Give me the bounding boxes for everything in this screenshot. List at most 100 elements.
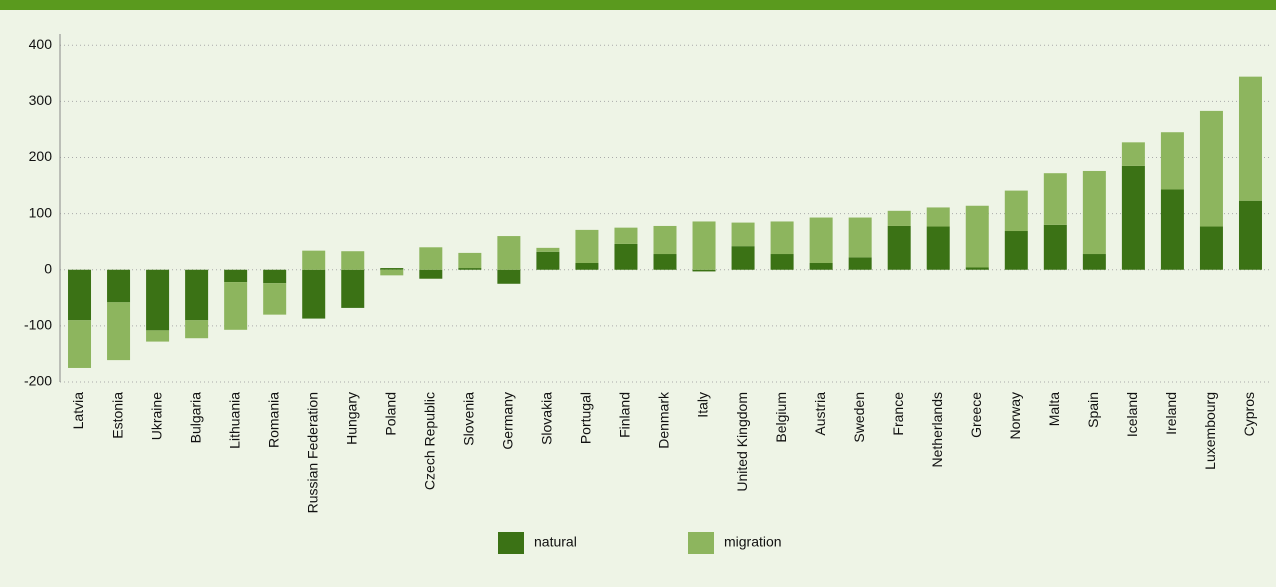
bar-segment (965, 267, 989, 270)
x-tick-label: France (890, 392, 906, 436)
bar-segment (653, 254, 677, 270)
y-tick-label: -200 (24, 373, 52, 389)
bar-segment (1121, 165, 1145, 270)
x-tick-label: Sweden (851, 392, 867, 443)
bar-segment (731, 222, 755, 247)
x-tick-label: Slovenia (461, 392, 477, 446)
x-tick-label: Latvia (70, 392, 86, 430)
bar-segment (536, 247, 560, 252)
bar-segment (1199, 226, 1223, 270)
bar-segment (692, 269, 716, 272)
bar-segment (1160, 189, 1184, 270)
bar-segment (68, 269, 92, 321)
bar-segment (497, 269, 521, 284)
bar-segment (536, 251, 560, 270)
bar-segment (146, 269, 170, 331)
x-tick-label: Bulgaria (187, 392, 203, 444)
bar-segment (380, 268, 404, 270)
bar-segment (1004, 231, 1028, 270)
x-tick-label: Denmark (656, 391, 672, 449)
bar-segment (302, 269, 326, 319)
bar-segment (614, 227, 638, 244)
y-tick-label: 100 (29, 204, 53, 220)
x-tick-label: Hungary (343, 392, 359, 445)
y-tick-label: 300 (29, 92, 53, 108)
x-tick-label: Russian Federation (304, 392, 320, 513)
x-tick-label: Italy (695, 392, 711, 418)
bar-segment (809, 263, 833, 270)
bar-segment (770, 221, 794, 255)
bar-segment (458, 252, 482, 269)
legend-swatch (688, 532, 714, 554)
bar-segment (848, 257, 872, 270)
x-tick-label: Spain (1085, 392, 1101, 428)
bar-segment (146, 330, 170, 342)
bar-segment (419, 269, 443, 279)
x-tick-label: Estonia (109, 392, 125, 439)
bar-segment (1043, 173, 1067, 225)
bar-segment (380, 269, 404, 276)
bar-segment (107, 302, 131, 361)
x-tick-label: Poland (382, 392, 398, 436)
bar-segment (848, 217, 872, 258)
bar-segment (653, 225, 677, 255)
x-tick-label: Belgium (773, 392, 789, 443)
bar-segment (614, 243, 638, 270)
bar-segment (575, 229, 599, 264)
x-tick-label: Norway (1007, 392, 1023, 439)
bar-segment (263, 283, 287, 315)
x-tick-label: Ukraine (148, 392, 164, 440)
x-tick-label: Ireland (1163, 392, 1179, 435)
legend-label: natural (534, 534, 577, 550)
bar-segment (692, 221, 716, 270)
bar-segment (185, 320, 209, 339)
x-tick-label: Netherlands (929, 392, 945, 468)
x-tick-label: Finland (617, 392, 633, 438)
bar-segment (1043, 224, 1067, 270)
bar-segment (224, 269, 248, 283)
bar-segment (497, 236, 521, 270)
legend-label: migration (724, 534, 782, 550)
x-tick-label: United Kingdom (734, 392, 750, 492)
x-tick-label: Slovakia (539, 392, 555, 445)
bar-segment (770, 254, 794, 270)
bar-segment (926, 207, 950, 227)
bar-segment (107, 269, 131, 303)
bar-segment (341, 251, 365, 270)
y-tick-label: 400 (29, 36, 53, 52)
bar-segment (185, 269, 209, 321)
bar-segment (1121, 142, 1145, 166)
x-tick-label: Malta (1046, 392, 1062, 426)
bar-segment (1004, 190, 1028, 232)
y-tick-label: 0 (44, 260, 52, 276)
bar-segment (341, 269, 365, 308)
bar-segment (1082, 254, 1106, 270)
bar-segment (1160, 132, 1184, 190)
x-tick-label: Greece (968, 392, 984, 438)
x-tick-label: Austria (812, 392, 828, 436)
x-tick-label: Germany (500, 392, 516, 450)
bar-segment (419, 247, 443, 270)
bar-segment (1199, 110, 1223, 227)
x-tick-label: Romania (265, 392, 281, 448)
bar-segment (68, 320, 92, 368)
bar-segment (809, 217, 833, 264)
x-tick-label: Portugal (578, 392, 594, 444)
x-tick-label: Lithuania (226, 392, 242, 449)
bar-segment (302, 250, 326, 270)
bar-segment (263, 269, 287, 284)
legend-swatch (498, 532, 524, 554)
x-tick-label: Czech Republic (422, 392, 438, 490)
y-tick-label: -100 (24, 317, 52, 333)
bar-segment (1238, 200, 1262, 270)
bar-segment (224, 282, 248, 330)
bar-segment (575, 263, 599, 270)
y-tick-label: 200 (29, 148, 53, 164)
x-tick-label: Cypros (1241, 392, 1257, 436)
bar-segment (887, 225, 911, 270)
bar-segment (1082, 170, 1106, 255)
bar-segment (965, 205, 989, 268)
top-bar (0, 0, 1276, 10)
